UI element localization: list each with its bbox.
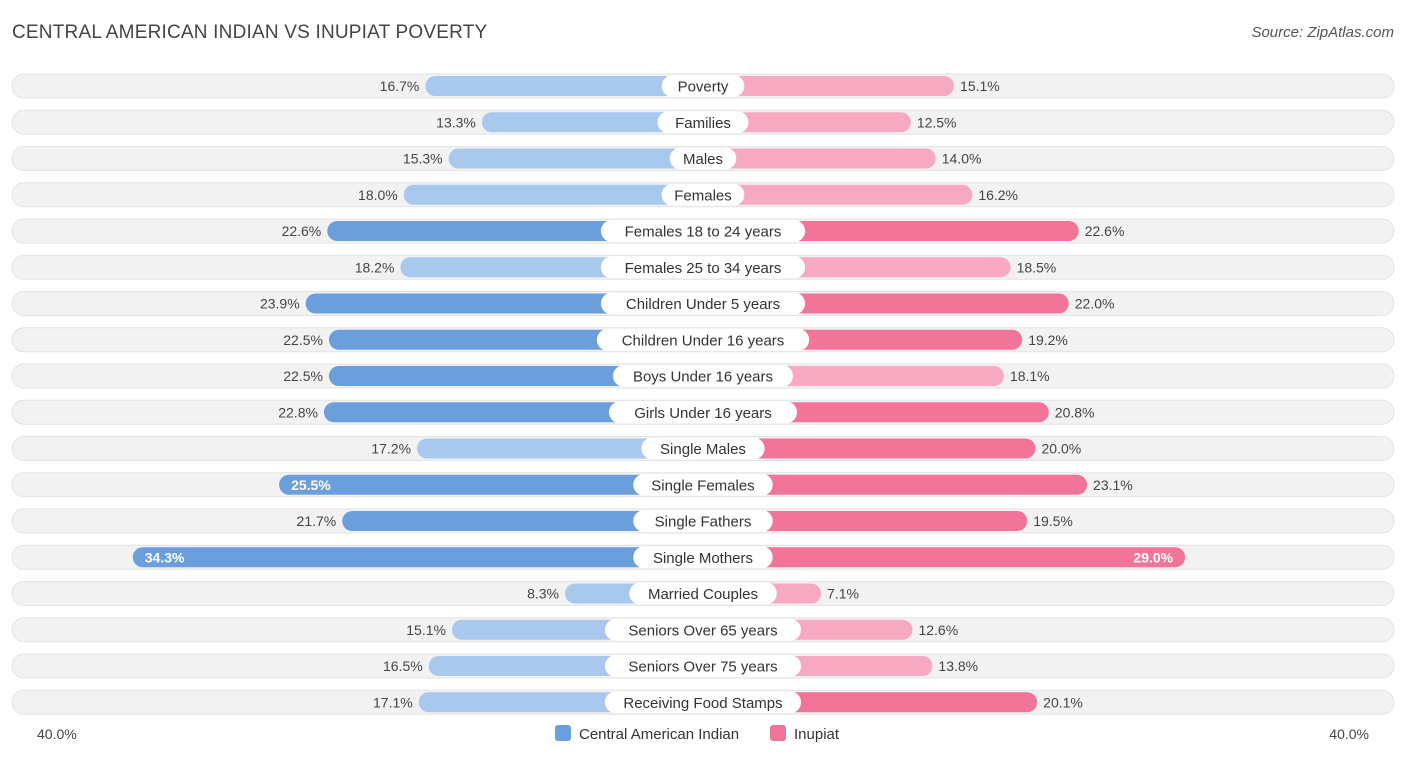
category-pill (661, 75, 745, 97)
right-value-label: 15.1% (960, 78, 1000, 94)
category-label: Girls Under 16 years (634, 405, 772, 422)
right-bar (703, 76, 955, 96)
left-value-label: 18.0% (358, 187, 398, 203)
category-label: Families (675, 115, 731, 132)
category-pill (596, 328, 810, 351)
right-bar (703, 112, 911, 133)
right-value-label: 29.0% (1133, 549, 1173, 565)
category-label: Receiving Food Stamps (623, 695, 782, 712)
category-pill (604, 655, 802, 677)
chart-title: CENTRAL AMERICAN INDIAN VS INUPIAT POVER… (12, 22, 488, 43)
category-label: Single Mothers (653, 550, 753, 567)
category-pill (661, 183, 745, 206)
left-bar (323, 402, 703, 423)
axis-min-label: 40.0% (37, 726, 77, 742)
right-bar (703, 438, 1036, 459)
left-value-label: 16.5% (383, 658, 423, 674)
left-value-label: 22.8% (278, 404, 318, 420)
category-label: Females 25 to 34 years (625, 260, 782, 277)
left-value-label: 17.2% (371, 441, 411, 457)
left-value-label: 22.5% (283, 332, 323, 348)
left-bar (425, 76, 703, 96)
category-label: Seniors Over 65 years (628, 622, 777, 639)
right-value-label: 22.0% (1075, 296, 1115, 312)
right-value-label: 18.1% (1010, 368, 1050, 384)
legend-swatch-central-american-indian (555, 725, 571, 741)
left-value-label: 13.3% (436, 114, 476, 130)
right-bar (703, 184, 973, 205)
left-bar (448, 148, 703, 169)
left-value-label: 17.1% (373, 694, 413, 710)
category-label: Single Males (660, 441, 746, 458)
category-label: Single Females (651, 477, 754, 494)
right-value-label: 19.5% (1033, 513, 1073, 529)
category-label: Females (674, 187, 732, 204)
legend-swatch-inupiat (770, 725, 786, 741)
left-value-label: 15.3% (403, 151, 443, 167)
left-value-label: 34.3% (145, 549, 185, 565)
right-value-label: 19.2% (1028, 332, 1068, 348)
category-label: Children Under 16 years (622, 332, 785, 349)
left-value-label: 15.1% (406, 622, 446, 638)
right-bar (703, 148, 936, 169)
right-value-label: 13.8% (938, 658, 978, 674)
left-value-label: 22.5% (283, 368, 323, 384)
category-label: Children Under 5 years (626, 296, 780, 313)
category-label: Males (683, 151, 723, 168)
right-value-label: 22.6% (1085, 223, 1125, 239)
left-bar (132, 547, 703, 568)
legend-label-central-american-indian: Central American Indian (579, 726, 739, 743)
category-pill (600, 256, 806, 279)
legend-label-inupiat: Inupiat (794, 726, 840, 743)
left-bar (328, 366, 703, 386)
chart-source: Source: ZipAtlas.com (1251, 24, 1394, 41)
category-pill (604, 618, 802, 641)
right-value-label: 20.1% (1043, 694, 1083, 710)
category-pill (609, 401, 797, 424)
right-value-label: 7.1% (827, 586, 859, 602)
left-bar (403, 184, 703, 205)
category-pill (600, 292, 806, 315)
category-pill (629, 582, 777, 605)
category-label: Boys Under 16 years (633, 369, 773, 386)
category-pill (633, 546, 773, 569)
left-value-label: 23.9% (260, 296, 300, 312)
left-value-label: 8.3% (527, 586, 559, 602)
right-value-label: 18.5% (1017, 259, 1057, 275)
left-bar (342, 511, 703, 531)
category-pill (604, 691, 802, 714)
right-value-label: 12.5% (917, 114, 957, 130)
left-bar (417, 438, 703, 459)
right-value-label: 23.1% (1093, 477, 1133, 493)
right-bar (703, 474, 1088, 495)
category-pill (600, 220, 806, 242)
right-value-label: 20.8% (1055, 404, 1095, 420)
right-value-label: 16.2% (978, 187, 1018, 203)
left-value-label: 22.6% (282, 223, 322, 239)
left-value-label: 25.5% (291, 477, 331, 493)
category-pill (633, 473, 773, 496)
left-value-label: 16.7% (380, 78, 420, 94)
category-label: Single Fathers (655, 514, 752, 531)
left-bar (279, 474, 703, 495)
category-label: Married Couples (648, 586, 758, 603)
left-value-label: 18.2% (355, 259, 395, 275)
category-pill (669, 147, 737, 170)
right-value-label: 14.0% (942, 151, 982, 167)
category-pill (613, 365, 793, 387)
left-value-label: 21.7% (297, 513, 337, 529)
right-bar (703, 547, 1186, 568)
category-pill (633, 510, 773, 532)
right-value-label: 20.0% (1042, 441, 1082, 457)
left-bar (481, 112, 703, 133)
category-label: Females 18 to 24 years (625, 224, 782, 241)
category-pill (657, 111, 749, 134)
axis-max-label: 40.0% (1329, 726, 1369, 742)
right-value-label: 12.6% (918, 622, 958, 638)
right-bar (703, 511, 1028, 531)
category-label: Poverty (678, 79, 729, 96)
category-pill (641, 437, 765, 460)
category-label: Seniors Over 75 years (628, 659, 777, 676)
